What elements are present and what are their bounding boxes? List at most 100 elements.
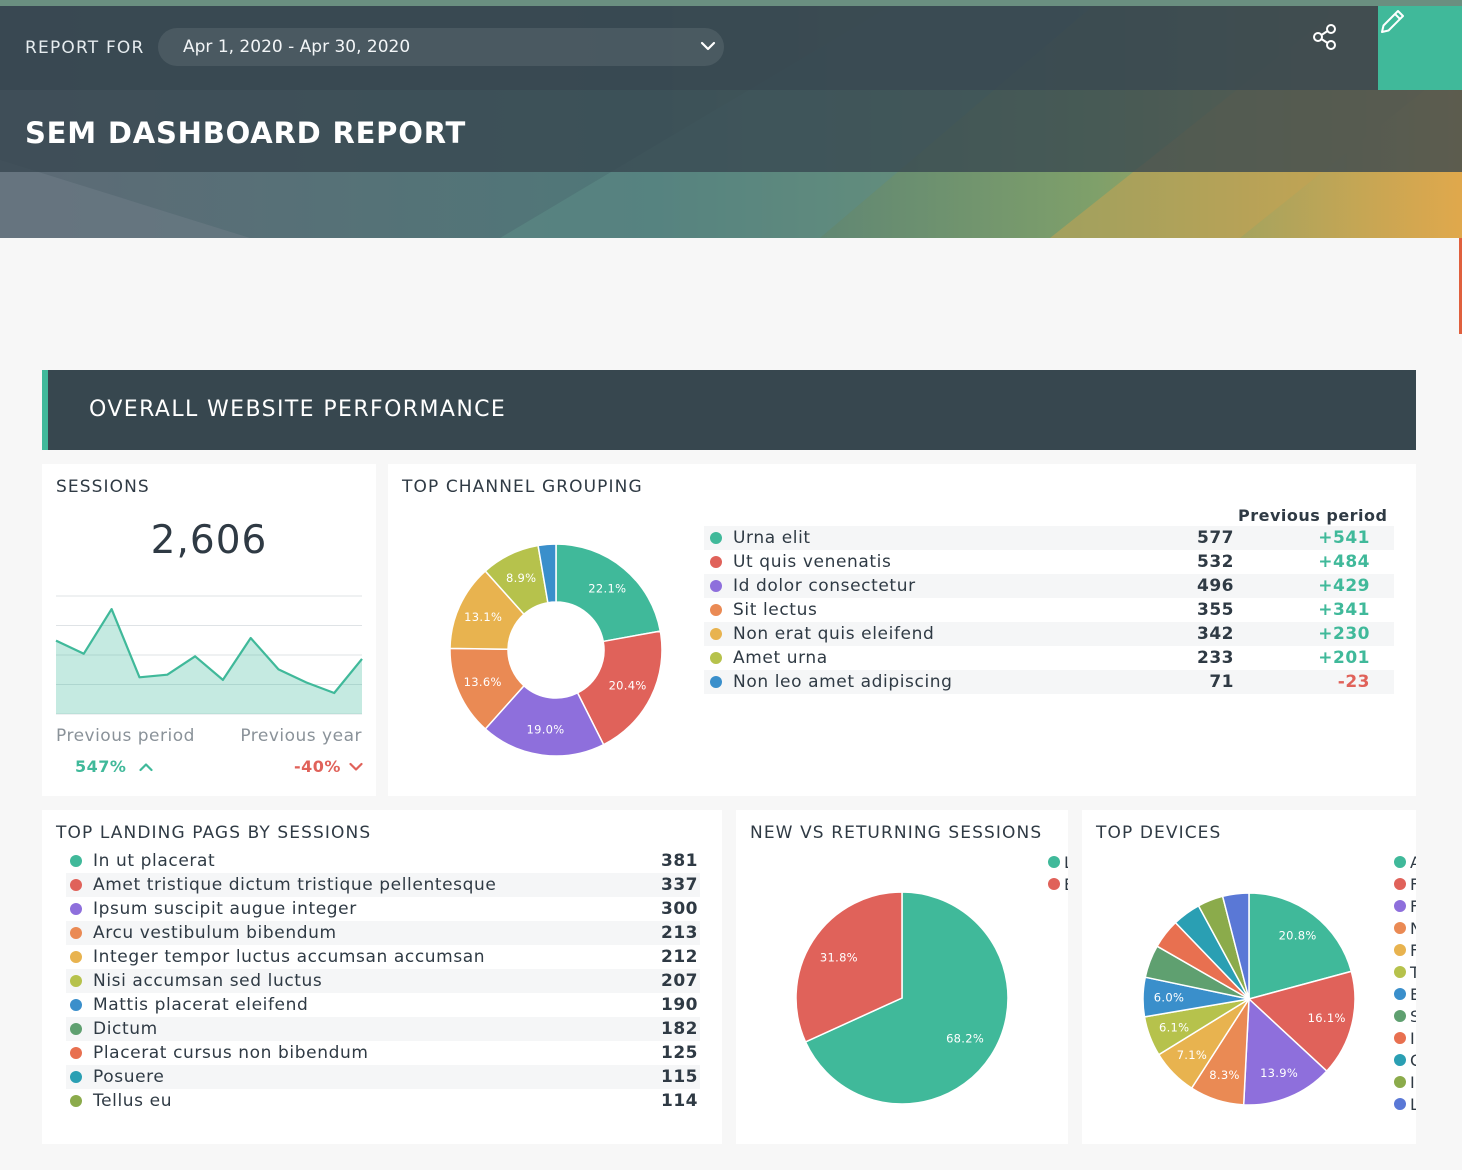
landing-page-value: 182: [661, 1019, 698, 1039]
channel-value: 71: [1209, 672, 1234, 692]
channel-row: Sit lectus 355 +341: [704, 598, 1394, 622]
legend-label: C: [1410, 1051, 1416, 1070]
channel-label: Ut quis venenatis: [733, 552, 892, 572]
report-for-label: REPORT FOR: [25, 38, 145, 58]
legend-dot-icon: [70, 951, 82, 963]
channel-change: +341: [1318, 600, 1370, 620]
landing-page-label: Nisi accumsan sed luctus: [93, 971, 323, 991]
channel-value: 577: [1197, 528, 1234, 548]
landing-page-value: 115: [661, 1067, 698, 1087]
sessions-title: SESSIONS: [56, 477, 150, 497]
previous-year-label: Previous year: [240, 726, 362, 746]
channel-slice: [555, 543, 662, 643]
channel-row: Non leo amet adipiscing 71 -23: [704, 670, 1394, 694]
channel-grouping-card: TOP CHANNEL GROUPING 22.1% 20.4% 19.0% 13.6…: [388, 464, 1416, 796]
date-range-select[interactable]: Apr 1, 2020 - Apr 30, 2020: [158, 28, 724, 66]
nvr-slice-label: 68.2%: [946, 1032, 984, 1046]
sessions-line: [55, 608, 363, 695]
device-slice: [1248, 892, 1353, 1000]
landing-page-label: In ut placerat: [93, 851, 216, 871]
device-slice-label: 6.0%: [1154, 991, 1184, 1005]
landing-page-value: 212: [661, 947, 698, 967]
section-header: OVERALL WEBSITE PERFORMANCE: [42, 370, 1416, 450]
landing-page-label: Amet tristique dictum tristique pellente…: [93, 875, 497, 895]
legend-label: S: [1410, 1007, 1416, 1026]
landing-page-value: 114: [661, 1091, 698, 1111]
landing-page-value: 300: [661, 899, 698, 919]
landing-page-value: 207: [661, 971, 698, 991]
channel-change: -23: [1337, 672, 1370, 692]
section-title: OVERALL WEBSITE PERFORMANCE: [89, 397, 507, 422]
new-vs-returning-card: NEW VS RETURNING SESSIONS 68.2% 31.8% LE: [736, 810, 1068, 1144]
channel-donut-chart: 22.1% 20.4% 19.0% 13.6% 13.1% 8.9%: [449, 543, 663, 757]
landing-page-label: Posuere: [93, 1067, 165, 1087]
new-vs-returning-pie-chart: 68.2% 31.8%: [795, 891, 1009, 1105]
legend-label: I: [1410, 1029, 1415, 1048]
arrow-down-icon: [347, 757, 363, 776]
landing-page-label: Placerat cursus non bibendum: [93, 1043, 369, 1063]
device-slice: [1242, 997, 1328, 1106]
previous-period-change: 547%: [75, 757, 153, 776]
landing-page-value: 337: [661, 875, 698, 895]
channel-label: Urna elit: [733, 528, 811, 548]
top-devices-title: TOP DEVICES: [1096, 823, 1222, 843]
legend-label: L: [1410, 1095, 1416, 1114]
legend-dot-icon: [1394, 1010, 1406, 1022]
device-slice-label: 16.1%: [1308, 1011, 1346, 1025]
legend-dot-icon: [70, 1071, 82, 1083]
channel-value: 342: [1197, 624, 1234, 644]
channel-label: Sit lectus: [733, 600, 818, 620]
legend-label: E: [1064, 875, 1068, 894]
device-slice: [1247, 970, 1356, 1073]
legend-dot-icon: [1394, 988, 1406, 1000]
landing-row: Tellus eu 114: [66, 1089, 700, 1113]
share-button[interactable]: [1312, 23, 1356, 67]
landing-row: Ipsum suscipit augue integer 300: [66, 897, 700, 921]
legend-dot-icon: [70, 975, 82, 987]
legend-label: F: [1410, 897, 1416, 916]
legend-dot-icon: [1394, 1054, 1406, 1066]
channel-slice-label: 19.0%: [526, 722, 564, 736]
legend-dot-icon: [710, 556, 722, 568]
landing-page-value: 190: [661, 995, 698, 1015]
legend-dot-icon: [710, 532, 722, 544]
landing-row: Arcu vestibulum bibendum 213: [66, 921, 700, 945]
channel-slice: [576, 630, 663, 746]
channel-row: Id dolor consectetur 496 +429: [704, 574, 1394, 598]
landing-row: Nisi accumsan sed luctus 207: [66, 969, 700, 993]
previous-period-change-value: 547%: [75, 757, 127, 776]
legend-dot-icon: [70, 927, 82, 939]
channel-label: Non erat quis eleifend: [733, 624, 935, 644]
legend-label: I: [1410, 1073, 1415, 1092]
channel-value: 233: [1197, 648, 1234, 668]
channel-slice-label: 8.9%: [506, 571, 536, 585]
edit-button[interactable]: [1378, 6, 1462, 90]
channel-row: Ut quis venenatis 532 +484: [704, 550, 1394, 574]
legend-dot-icon: [70, 1023, 82, 1035]
legend-label: L: [1064, 853, 1068, 872]
device-slice-label: 13.9%: [1260, 1066, 1298, 1080]
legend-dot-icon: [70, 903, 82, 915]
arrow-up-icon: [133, 757, 153, 776]
legend-dot-icon: [1394, 922, 1406, 934]
legend-label: F: [1410, 875, 1416, 894]
channel-row: Amet urna 233 +201: [704, 646, 1394, 670]
legend-dot-icon: [1394, 944, 1406, 956]
channel-value: 496: [1197, 576, 1234, 596]
legend-dot-icon: [1048, 856, 1060, 868]
date-range-value: Apr 1, 2020 - Apr 30, 2020: [183, 37, 411, 57]
legend-dot-icon: [710, 676, 722, 688]
legend-dot-icon: [1394, 966, 1406, 978]
landing-pages-card: TOP LANDING PAGS BY SESSIONS In ut place…: [42, 810, 722, 1144]
legend-dot-icon: [1394, 856, 1406, 868]
previous-year-change-value: -40%: [294, 757, 341, 776]
channel-change: +201: [1318, 648, 1370, 668]
device-slice: [1221, 892, 1250, 1000]
scroll-indicator[interactable]: [1459, 238, 1462, 334]
legend-label: E: [1410, 985, 1416, 1004]
landing-page-value: 125: [661, 1043, 698, 1063]
channel-change: +484: [1318, 552, 1370, 572]
legend-dot-icon: [1048, 878, 1060, 890]
channel-change: +429: [1318, 576, 1370, 596]
legend-dot-icon: [70, 879, 82, 891]
